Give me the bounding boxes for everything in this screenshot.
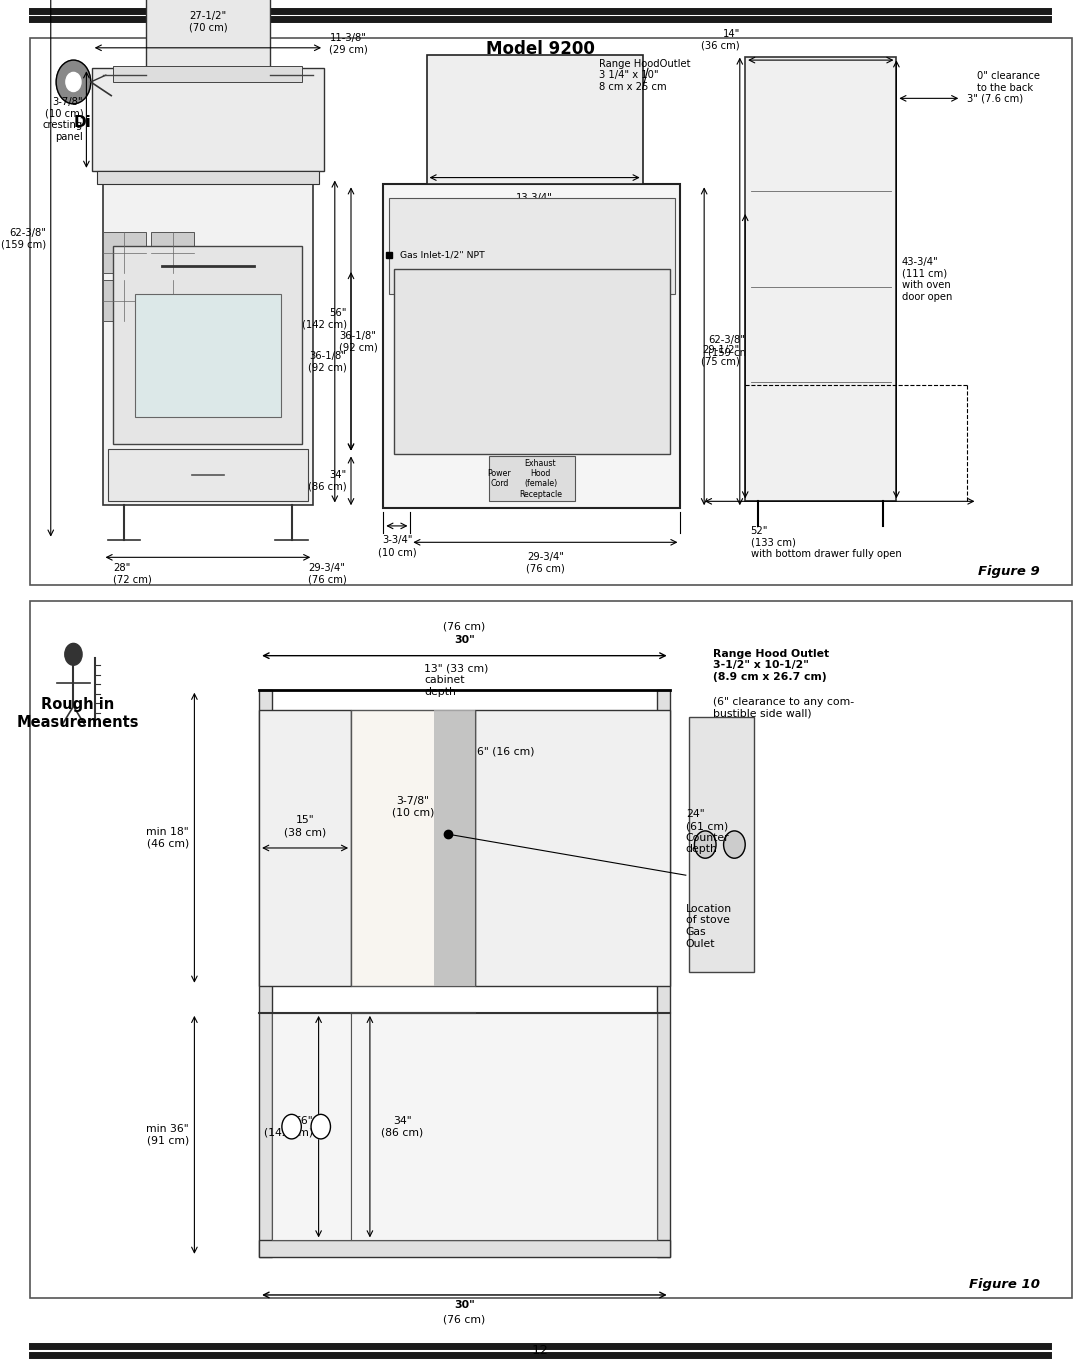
Text: min 36"
(91 cm): min 36" (91 cm) xyxy=(147,1124,189,1146)
Bar xyxy=(146,0,270,68)
Text: 15"
(38 cm): 15" (38 cm) xyxy=(284,816,326,837)
Text: 56"
(142 cm): 56" (142 cm) xyxy=(301,309,347,329)
Bar xyxy=(689,717,754,973)
Bar xyxy=(113,246,302,444)
Bar xyxy=(30,601,1072,1298)
Text: 66-1/4"
(168 cm): 66-1/4" (168 cm) xyxy=(745,270,791,292)
Bar xyxy=(272,1014,351,1240)
Text: Figure 9: Figure 9 xyxy=(978,564,1040,578)
Text: 34"
(86 cm): 34" (86 cm) xyxy=(308,470,347,492)
Bar xyxy=(92,68,324,171)
Text: 30": 30" xyxy=(454,635,475,645)
Text: 30": 30" xyxy=(454,1300,475,1310)
Text: 6" (16 cm): 6" (16 cm) xyxy=(477,747,535,757)
Text: 24"
(61 cm)
Counter
depth: 24" (61 cm) Counter depth xyxy=(686,810,729,854)
Circle shape xyxy=(311,1115,330,1139)
Text: 13" (33 cm)
cabinet
depth: 13" (33 cm) cabinet depth xyxy=(424,664,488,697)
Circle shape xyxy=(126,324,144,346)
Bar xyxy=(97,171,319,184)
Bar xyxy=(259,690,272,1257)
Bar xyxy=(351,710,475,986)
Text: 3-7/8"
(10 cm): 3-7/8" (10 cm) xyxy=(392,796,434,817)
Text: Dimensions: Dimensions xyxy=(73,116,173,130)
Text: 52"
(133 cm)
with bottom drawer fully open: 52" (133 cm) with bottom drawer fully op… xyxy=(751,526,902,559)
Bar xyxy=(108,449,308,501)
Text: 43-3/4"
(111 cm)
with oven
door open: 43-3/4" (111 cm) with oven door open xyxy=(902,257,953,302)
Text: Gas Inlet-1/2" NPT: Gas Inlet-1/2" NPT xyxy=(400,251,484,260)
Text: Rough in
Measurements: Rough in Measurements xyxy=(16,697,139,731)
Bar xyxy=(151,280,194,321)
Bar xyxy=(394,269,670,454)
Text: 3-3/4"
(10 cm): 3-3/4" (10 cm) xyxy=(378,535,417,557)
Circle shape xyxy=(694,831,716,858)
Bar xyxy=(475,710,670,986)
Bar xyxy=(745,57,896,501)
Text: 56"
(142 cm): 56" (142 cm) xyxy=(265,1116,313,1138)
Bar xyxy=(351,1014,657,1240)
Circle shape xyxy=(282,1115,301,1139)
Bar xyxy=(135,294,281,417)
Circle shape xyxy=(170,324,187,346)
Bar xyxy=(151,232,194,273)
Text: 34"
(86 cm): 34" (86 cm) xyxy=(381,1116,423,1138)
Text: Model 9200: Model 9200 xyxy=(486,40,594,59)
Text: 12: 12 xyxy=(531,1344,549,1356)
Text: min 18"
(46 cm): min 18" (46 cm) xyxy=(147,826,189,848)
Text: Location
of stove
Gas
Oulet: Location of stove Gas Oulet xyxy=(686,904,732,948)
Bar xyxy=(113,66,302,82)
Text: 13-3/4"
(35 cm): 13-3/4" (35 cm) xyxy=(515,193,554,214)
Text: 14"
(36 cm): 14" (36 cm) xyxy=(701,29,740,51)
Text: 3" (7.6 cm): 3" (7.6 cm) xyxy=(967,93,1023,104)
Text: Range HoodOutlet
3 1/4" x 10"
8 cm x 25 cm: Range HoodOutlet 3 1/4" x 10" 8 cm x 25 … xyxy=(599,59,691,92)
Text: 29-3/4"
(76 cm): 29-3/4" (76 cm) xyxy=(526,552,565,574)
Text: (76 cm): (76 cm) xyxy=(443,622,486,631)
Bar xyxy=(30,38,1072,585)
Bar xyxy=(488,456,575,501)
Text: 29-3/4"
(76 cm): 29-3/4" (76 cm) xyxy=(308,563,347,585)
Bar xyxy=(383,184,680,508)
Bar xyxy=(389,198,675,294)
Text: (6" clearance to any com-
bustible side wall): (6" clearance to any com- bustible side … xyxy=(713,697,854,719)
Text: 36-1/8"
(92 cm): 36-1/8" (92 cm) xyxy=(339,331,378,352)
Text: 62-3/8"
(159 cm): 62-3/8" (159 cm) xyxy=(1,228,46,250)
Text: Figure 10: Figure 10 xyxy=(969,1277,1040,1291)
Circle shape xyxy=(256,324,273,346)
Circle shape xyxy=(213,324,230,346)
Text: Range Hood Outlet
3-1/2" x 10-1/2"
(8.9 cm x 26.7 cm): Range Hood Outlet 3-1/2" x 10-1/2" (8.9 … xyxy=(713,649,829,682)
Circle shape xyxy=(66,72,81,92)
Text: 11-3/8"
(29 cm): 11-3/8" (29 cm) xyxy=(329,33,368,55)
Bar xyxy=(103,232,146,273)
Bar xyxy=(103,280,146,321)
Bar xyxy=(657,690,670,1257)
Bar xyxy=(259,1240,670,1257)
Text: Power
Cord: Power Cord xyxy=(488,469,511,489)
Text: Exhaust
Hood
(female)
Receptacle: Exhaust Hood (female) Receptacle xyxy=(519,459,562,499)
Bar xyxy=(434,710,475,986)
Text: 27-1/2"
(70 cm): 27-1/2" (70 cm) xyxy=(189,11,227,33)
Bar xyxy=(103,178,313,505)
Circle shape xyxy=(65,643,82,665)
Text: 28"
(72 cm): 28" (72 cm) xyxy=(113,563,152,585)
Bar xyxy=(427,55,643,184)
Text: 3-7/8"
(10 cm)
cresting
panel: 3-7/8" (10 cm) cresting panel xyxy=(43,97,83,142)
Text: 29-1/2"
(75 cm): 29-1/2" (75 cm) xyxy=(701,346,740,367)
Text: (76 cm): (76 cm) xyxy=(443,1314,486,1324)
Circle shape xyxy=(724,831,745,858)
Text: 0" clearance
to the back: 0" clearance to the back xyxy=(977,71,1040,93)
Circle shape xyxy=(56,60,91,104)
Text: 36-1/8"
(92 cm): 36-1/8" (92 cm) xyxy=(308,351,347,372)
Bar xyxy=(259,710,351,986)
Text: 62-3/8"
(159 cm): 62-3/8" (159 cm) xyxy=(708,336,754,357)
